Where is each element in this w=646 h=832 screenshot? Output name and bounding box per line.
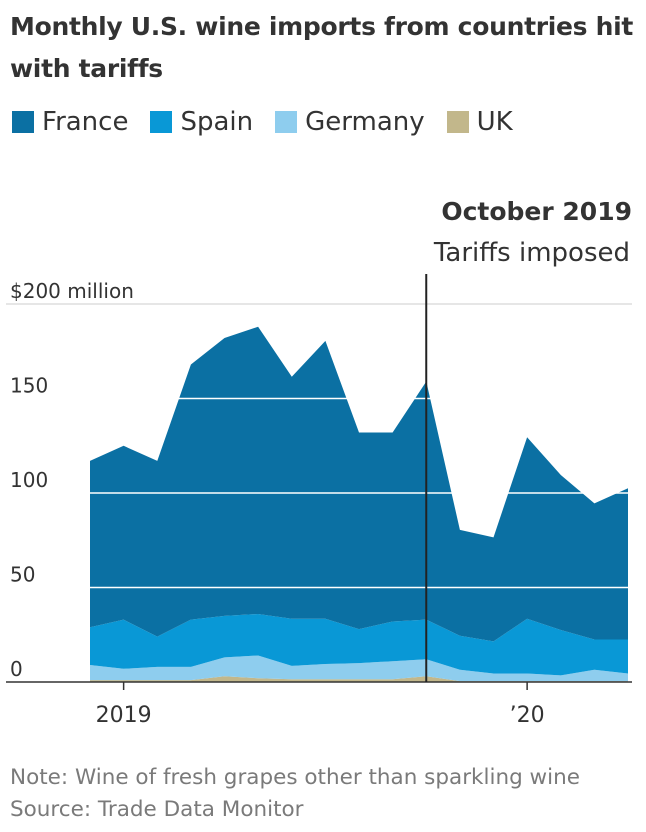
note-text: Note: Wine of fresh grapes other than sp… <box>10 765 580 790</box>
source-text: Source: Trade Data Monitor <box>10 797 304 822</box>
stacked-area-chart: 0 50 100 150 $200 million 2019 ’20 October 2019… <box>6 197 632 728</box>
area-uk <box>90 676 628 682</box>
x-tick-label-0: 2019 <box>96 703 152 728</box>
annotation-subtitle: Tariffs imposed <box>433 238 630 268</box>
legend-label-spain: Spain <box>180 107 254 137</box>
legend-swatch-spain <box>150 111 173 133</box>
y-tick-label-150: 150 <box>10 374 48 398</box>
area-spain <box>90 614 628 676</box>
legend: France Spain Germany UK <box>12 104 535 140</box>
legend-item-germany: Germany <box>275 107 425 137</box>
legend-item-france: France <box>12 107 128 137</box>
legend-swatch-uk <box>446 111 469 133</box>
y-tick-label-0: 0 <box>10 657 23 681</box>
area-germany <box>90 655 628 682</box>
annotation-title: October 2019 <box>441 197 632 226</box>
y-tick-label-50: 50 <box>10 563 35 587</box>
legend-label-france: France <box>42 107 129 137</box>
area-france <box>90 326 628 642</box>
legend-swatch-france <box>12 111 34 133</box>
legend-item-uk: UK <box>446 107 513 137</box>
x-tick-label-1: ’20 <box>510 703 545 728</box>
legend-swatch-germany <box>275 111 298 133</box>
y-tick-label-200: $200 million <box>10 279 134 303</box>
chart-title: Monthly U.S. wine imports from countries… <box>10 12 634 83</box>
legend-item-spain: Spain <box>150 107 253 137</box>
footnotes: Note: Wine of fresh grapes other than sp… <box>10 762 580 826</box>
y-tick-label-100: 100 <box>10 468 48 492</box>
legend-label-germany: Germany <box>305 107 425 137</box>
legend-label-uk: UK <box>476 107 513 137</box>
